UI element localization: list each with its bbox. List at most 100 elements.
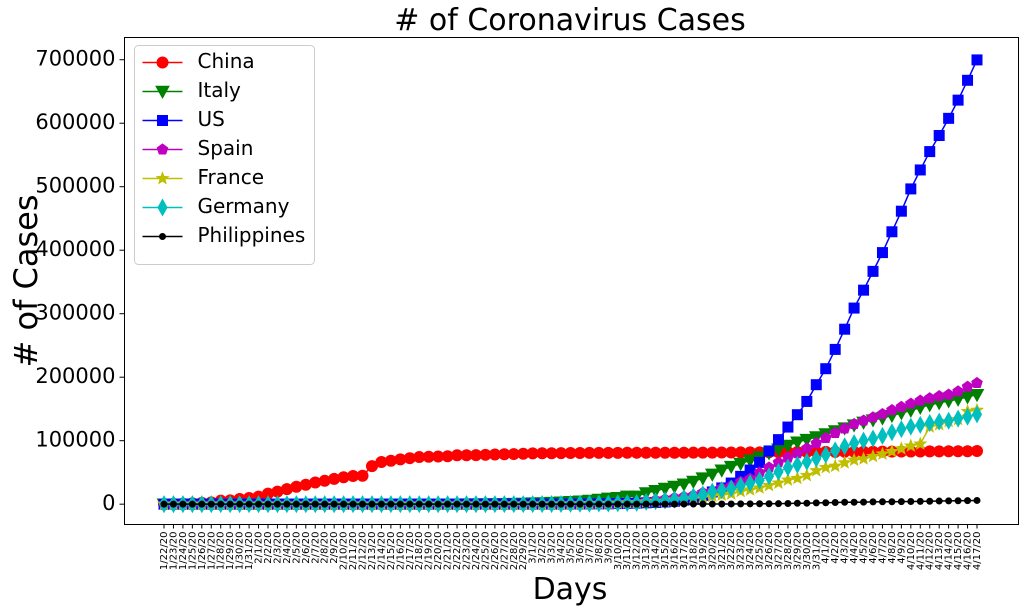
data-point bbox=[756, 500, 764, 508]
data-point bbox=[198, 500, 206, 508]
legend-item: France bbox=[142, 165, 264, 189]
data-point bbox=[962, 74, 974, 86]
x-tick-label: 2/5/20 bbox=[291, 532, 302, 564]
data-point bbox=[962, 407, 973, 426]
data-point bbox=[923, 392, 936, 404]
data-point bbox=[850, 498, 858, 506]
x-tick-label: 2/20/20 bbox=[433, 532, 444, 571]
data-point bbox=[754, 456, 766, 468]
x-tick-label: 2/7/20 bbox=[310, 532, 321, 564]
x-tick-label: 4/14/20 bbox=[944, 532, 955, 571]
x-tick-label: 1/27/20 bbox=[206, 532, 217, 571]
y-tick-label: 0 bbox=[102, 491, 115, 515]
x-tick-label: 3/10/20 bbox=[613, 532, 624, 571]
x-tick-label: 4/3/20 bbox=[840, 532, 851, 564]
data-point bbox=[969, 388, 985, 403]
data-point bbox=[406, 500, 414, 508]
data-point bbox=[510, 500, 518, 508]
data-point bbox=[472, 500, 480, 508]
data-point bbox=[207, 500, 215, 508]
x-tick-label: 4/17/20 bbox=[972, 532, 983, 571]
data-point bbox=[670, 500, 678, 508]
data-point bbox=[763, 445, 775, 457]
data-point bbox=[453, 500, 461, 508]
x-tick-label: 3/31/20 bbox=[811, 532, 822, 571]
data-point bbox=[820, 363, 832, 375]
legend-item: Italy bbox=[142, 78, 241, 102]
data-point bbox=[933, 130, 945, 142]
x-tick-label: 2/21/20 bbox=[443, 532, 454, 571]
data-point bbox=[858, 431, 869, 450]
data-point bbox=[971, 405, 983, 424]
data-point bbox=[799, 433, 815, 448]
x-tick-label: 2/24/20 bbox=[471, 532, 482, 571]
data-point bbox=[686, 475, 701, 490]
data-point bbox=[704, 468, 720, 482]
legend-label: China bbox=[198, 49, 255, 73]
data-point bbox=[960, 391, 975, 405]
x-tick-label: 2/11/20 bbox=[348, 532, 359, 571]
y-tick-label: 200000 bbox=[35, 364, 115, 388]
x-tick-label: 3/3/20 bbox=[547, 532, 558, 564]
data-point bbox=[529, 500, 537, 508]
data-point bbox=[292, 500, 300, 508]
data-point bbox=[894, 441, 909, 455]
legend-marker bbox=[156, 56, 169, 69]
data-point bbox=[604, 500, 612, 508]
x-tick-label: 2/3/20 bbox=[272, 532, 283, 564]
data-point bbox=[793, 499, 801, 507]
data-point bbox=[799, 468, 814, 482]
series-china bbox=[158, 444, 983, 510]
y-axis-label: # of Cases bbox=[7, 195, 45, 368]
x-tick-label: 3/27/20 bbox=[773, 532, 784, 571]
data-point bbox=[914, 164, 926, 176]
data-point bbox=[971, 54, 983, 66]
data-point bbox=[726, 479, 737, 498]
data-point bbox=[869, 498, 877, 506]
data-point bbox=[500, 500, 508, 508]
legend-marker bbox=[155, 85, 170, 100]
x-axis: 1/22/201/23/201/24/201/25/201/26/201/27/… bbox=[159, 524, 983, 571]
series-layer bbox=[156, 54, 985, 514]
data-point bbox=[245, 500, 253, 508]
data-point bbox=[444, 500, 452, 508]
x-tick-label: 3/7/20 bbox=[584, 532, 595, 564]
x-tick-label: 1/25/20 bbox=[187, 532, 198, 571]
data-point bbox=[886, 403, 898, 416]
data-point bbox=[897, 498, 905, 506]
x-tick-label: 1/24/20 bbox=[178, 532, 189, 571]
x-tick-label: 4/2/20 bbox=[830, 532, 841, 564]
data-point bbox=[340, 500, 348, 508]
plot-frame bbox=[124, 37, 1019, 525]
data-point bbox=[801, 452, 812, 471]
x-tick-label: 3/28/20 bbox=[783, 532, 794, 571]
legend-label: Spain bbox=[198, 136, 254, 160]
data-point bbox=[396, 500, 404, 508]
series-philippines bbox=[160, 496, 981, 508]
data-point bbox=[884, 444, 899, 458]
data-point bbox=[848, 417, 860, 430]
data-point bbox=[311, 500, 319, 508]
data-point bbox=[657, 482, 673, 496]
data-point bbox=[857, 414, 870, 426]
x-tick-label: 3/22/20 bbox=[726, 532, 737, 571]
data-point bbox=[876, 407, 889, 420]
data-point bbox=[916, 497, 924, 505]
data-point bbox=[595, 500, 603, 508]
x-tick-label: 3/23/20 bbox=[736, 532, 747, 571]
data-point bbox=[633, 500, 641, 508]
data-point bbox=[886, 226, 898, 238]
x-tick-label: 4/10/20 bbox=[906, 532, 917, 571]
data-point bbox=[585, 500, 593, 508]
data-point bbox=[425, 500, 433, 508]
x-tick-label: 4/4/20 bbox=[849, 532, 860, 564]
x-tick-label: 2/23/20 bbox=[462, 532, 473, 571]
data-point bbox=[283, 500, 291, 508]
x-tick-label: 2/17/20 bbox=[405, 532, 416, 571]
data-point bbox=[727, 500, 735, 508]
data-point bbox=[648, 485, 663, 499]
data-point bbox=[623, 500, 631, 508]
data-point bbox=[828, 458, 843, 473]
data-point bbox=[415, 500, 423, 508]
y-axis: 0 100000 200000 300000 400000 500000 600000 700… bbox=[35, 47, 125, 515]
